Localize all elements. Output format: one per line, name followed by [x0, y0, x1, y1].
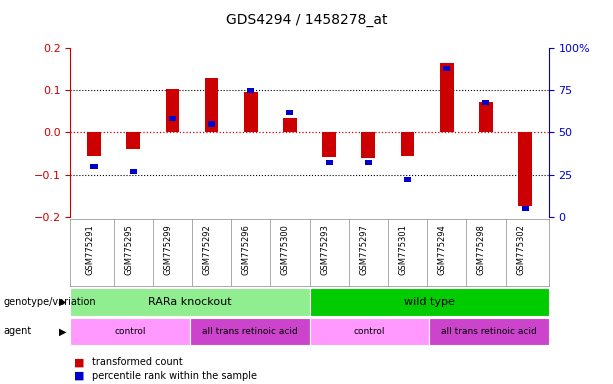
Bar [283, 118, 297, 132]
Bar [429, 318, 549, 345]
Bar [70, 318, 190, 345]
Text: all trans retinoic acid: all trans retinoic acid [441, 327, 537, 336]
Bar [70, 288, 310, 316]
Bar [401, 132, 414, 156]
Bar [482, 99, 489, 104]
Bar [518, 132, 532, 207]
Bar [130, 169, 137, 174]
Bar [244, 91, 257, 132]
Bar [404, 177, 411, 182]
Bar [208, 121, 215, 127]
Bar [443, 66, 451, 71]
Bar [169, 116, 176, 121]
Text: GSM775291: GSM775291 [85, 224, 94, 275]
Text: GSM775294: GSM775294 [438, 224, 447, 275]
Text: RARa knockout: RARa knockout [148, 297, 232, 307]
Text: GSM775295: GSM775295 [124, 224, 133, 275]
Text: GSM775297: GSM775297 [359, 224, 368, 275]
Bar [87, 132, 101, 156]
Text: ▶: ▶ [59, 326, 67, 336]
Text: all trans retinoic acid: all trans retinoic acid [202, 327, 298, 336]
Bar [247, 88, 254, 93]
Bar [365, 161, 372, 166]
Text: GSM775292: GSM775292 [202, 224, 211, 275]
Text: GSM775300: GSM775300 [281, 224, 290, 275]
Text: GSM775293: GSM775293 [320, 224, 329, 275]
Text: GDS4294 / 1458278_at: GDS4294 / 1458278_at [226, 13, 387, 27]
Bar [310, 318, 429, 345]
Bar [522, 206, 528, 211]
Bar [479, 102, 493, 132]
Bar [91, 164, 97, 169]
Text: GSM775299: GSM775299 [164, 224, 172, 275]
Bar [440, 63, 454, 132]
Bar [166, 89, 179, 132]
Bar [322, 132, 336, 157]
Text: GSM775296: GSM775296 [242, 224, 251, 275]
Text: agent: agent [3, 326, 31, 336]
Text: ■: ■ [74, 371, 84, 381]
Text: ■: ■ [74, 358, 84, 367]
Bar [362, 132, 375, 158]
Bar [126, 132, 140, 149]
Text: GSM775298: GSM775298 [477, 224, 486, 275]
Text: ▶: ▶ [59, 297, 67, 307]
Bar [205, 78, 218, 132]
Text: GSM775301: GSM775301 [398, 224, 408, 275]
Text: genotype/variation: genotype/variation [3, 297, 96, 307]
Text: percentile rank within the sample: percentile rank within the sample [92, 371, 257, 381]
Text: control: control [354, 327, 385, 336]
Text: wild type: wild type [404, 297, 454, 307]
Text: GSM775302: GSM775302 [516, 224, 525, 275]
Bar [310, 288, 549, 316]
Bar [286, 110, 294, 115]
Text: control: control [115, 327, 146, 336]
Bar [190, 318, 310, 345]
Text: transformed count: transformed count [92, 358, 183, 367]
Bar [326, 161, 333, 166]
